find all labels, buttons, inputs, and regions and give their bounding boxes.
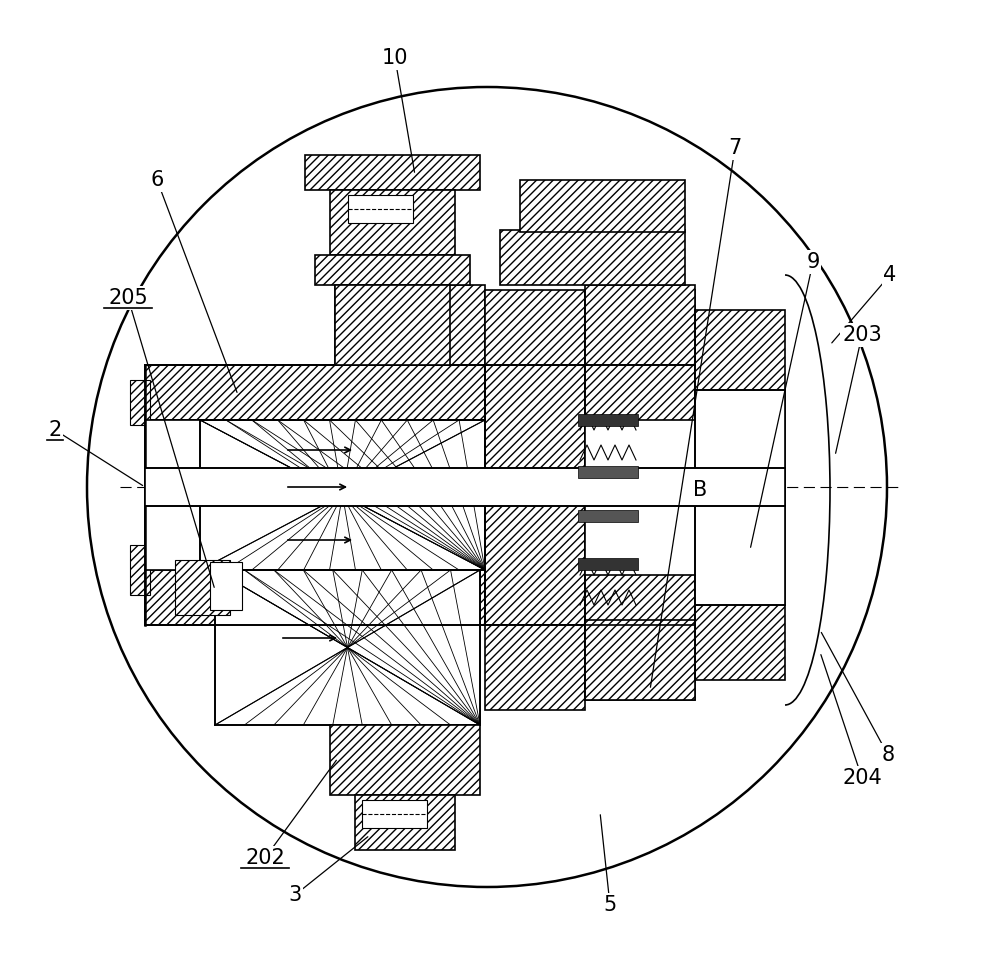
Bar [695,390,785,605]
Bar [145,365,485,420]
Text: 202: 202 [245,848,285,868]
Bar [145,420,485,570]
Bar [330,190,455,255]
Bar [585,285,695,365]
Text: 9: 9 [806,252,820,272]
Bar [215,570,480,725]
Bar [485,625,585,710]
Text: 4: 4 [883,265,897,285]
Bar [210,562,242,610]
Text: B: B [693,480,707,500]
Text: 205: 205 [108,288,148,308]
Bar [145,468,785,506]
Bar [305,155,480,190]
Bar [348,195,413,223]
Text: 6: 6 [150,170,164,190]
Bar [175,560,230,615]
Text: 8: 8 [881,745,895,765]
Bar [485,365,585,625]
Text: 204: 204 [842,768,882,788]
Bar [695,310,785,680]
Text: 7: 7 [728,138,742,158]
Bar [585,420,695,575]
Bar [500,230,685,285]
Bar [145,570,485,625]
Bar [485,290,585,365]
Bar [578,558,638,570]
Bar [145,420,485,495]
Text: 5: 5 [603,895,617,915]
Text: 2: 2 [48,420,62,440]
Bar [585,290,695,700]
Bar [335,285,485,365]
Bar [355,795,455,850]
Bar [578,510,638,522]
Bar [578,466,638,478]
Text: 203: 203 [842,325,882,345]
Bar [578,414,638,426]
Bar [130,380,150,425]
Bar [520,180,685,232]
Text: 3: 3 [288,885,302,905]
Text: 10: 10 [382,48,408,68]
Bar [130,545,150,595]
Bar [200,420,485,570]
Bar [362,800,427,828]
Bar [145,495,485,570]
Bar [315,255,470,285]
Bar [330,725,480,795]
Bar [335,285,450,365]
Bar [585,620,695,700]
